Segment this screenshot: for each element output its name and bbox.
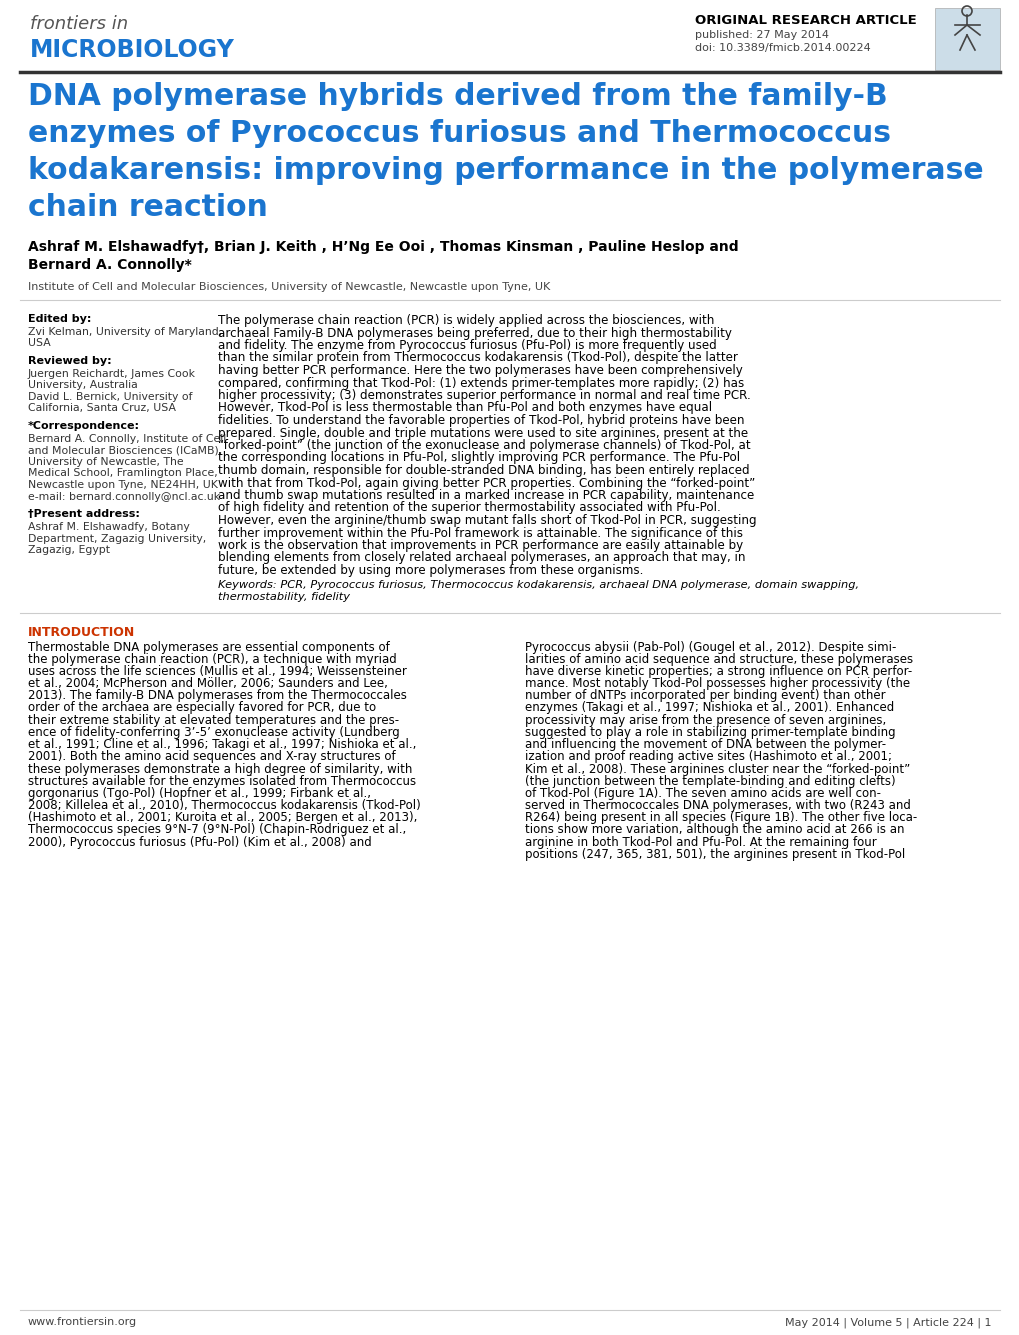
Text: ence of fidelity-conferring 3’-5’ exonuclease activity (Lundberg: ence of fidelity-conferring 3’-5’ exonuc… [28, 726, 399, 738]
Text: and influencing the movement of DNA between the polymer-: and influencing the movement of DNA betw… [525, 738, 886, 752]
Text: MICROBIOLOGY: MICROBIOLOGY [30, 37, 234, 61]
Text: thumb domain, responsible for double-stranded DNA binding, has been entirely rep: thumb domain, responsible for double-str… [218, 465, 749, 477]
Text: However, even the arginine/thumb swap mutant falls short of Tkod-Pol in PCR, sug: However, even the arginine/thumb swap mu… [218, 514, 756, 527]
Text: †Present address:: †Present address: [28, 509, 140, 519]
Text: suggested to play a role in stabilizing primer-template binding: suggested to play a role in stabilizing … [525, 726, 895, 738]
Text: et al., 1991; Cline et al., 1996; Takagi et al., 1997; Nishioka et al.,: et al., 1991; Cline et al., 1996; Takagi… [28, 738, 416, 752]
Text: prepared. Single, double and triple mutations were used to site arginines, prese: prepared. Single, double and triple muta… [218, 426, 747, 439]
Text: Edited by:: Edited by: [28, 314, 92, 324]
Text: blending elements from closely related archaeal polymerases, an approach that ma: blending elements from closely related a… [218, 551, 745, 565]
Text: Ashraf M. Elshawadfy, Botany: Ashraf M. Elshawadfy, Botany [28, 522, 190, 533]
Text: of high fidelity and retention of the superior thermostability associated with P: of high fidelity and retention of the su… [218, 502, 720, 514]
Text: Thermostable DNA polymerases are essential components of: Thermostable DNA polymerases are essenti… [28, 641, 389, 654]
Text: archaeal Family-B DNA polymerases being preferred, due to their high thermostabi: archaeal Family-B DNA polymerases being … [218, 327, 732, 339]
Text: tions show more variation, although the amino acid at 266 is an: tions show more variation, although the … [525, 824, 904, 837]
Text: 2013). The family-B DNA polymerases from the Thermococcales: 2013). The family-B DNA polymerases from… [28, 689, 407, 702]
Text: Thermococcus species 9°N-7 (9°N-Pol) (Chapin-Rodriguez et al.,: Thermococcus species 9°N-7 (9°N-Pol) (Ch… [28, 824, 406, 837]
Text: Zagazig, Egypt: Zagazig, Egypt [28, 545, 110, 555]
Text: further improvement within the Pfu-Pol framework is attainable. The significance: further improvement within the Pfu-Pol f… [218, 526, 742, 539]
Text: than the similar protein from Thermococcus kodakarensis (Tkod-Pol), despite the : than the similar protein from Thermococc… [218, 351, 737, 364]
Text: Zvi Kelman, University of Maryland,: Zvi Kelman, University of Maryland, [28, 327, 222, 336]
Text: Bernard A. Connolly*: Bernard A. Connolly* [28, 258, 192, 272]
Text: 2001). Both the amino acid sequences and X-ray structures of: 2001). Both the amino acid sequences and… [28, 750, 395, 764]
Text: Newcastle upon Tyne, NE24HH, UK: Newcastle upon Tyne, NE24HH, UK [28, 481, 218, 490]
Text: ORIGINAL RESEARCH ARTICLE: ORIGINAL RESEARCH ARTICLE [694, 13, 916, 27]
Text: “forked-point” (the junction of the exonuclease and polymerase channels) of Tkod: “forked-point” (the junction of the exon… [218, 439, 750, 453]
Text: DNA polymerase hybrids derived from the family-B: DNA polymerase hybrids derived from the … [28, 81, 887, 111]
Text: and Molecular Biosciences (ICaMB),: and Molecular Biosciences (ICaMB), [28, 446, 222, 455]
Bar [934, 8, 999, 69]
Text: larities of amino acid sequence and structure, these polymerases: larities of amino acid sequence and stru… [525, 653, 912, 666]
Text: have diverse kinetic properties; a strong influence on PCR perfor-: have diverse kinetic properties; a stron… [525, 665, 911, 678]
Text: Juergen Reichardt, James Cook: Juergen Reichardt, James Cook [28, 368, 196, 379]
Text: *Correspondence:: *Correspondence: [28, 421, 140, 431]
Text: University of Newcastle, The: University of Newcastle, The [28, 457, 183, 467]
Text: kodakarensis: improving performance in the polymerase: kodakarensis: improving performance in t… [28, 156, 982, 186]
Text: 2008; Killelea et al., 2010), Thermococcus kodakarensis (Tkod-Pol): 2008; Killelea et al., 2010), Thermococc… [28, 800, 421, 812]
Text: order of the archaea are especially favored for PCR, due to: order of the archaea are especially favo… [28, 701, 376, 714]
Text: uses across the life sciences (Mullis et al., 1994; Weissensteiner: uses across the life sciences (Mullis et… [28, 665, 407, 678]
Text: enzymes of Pyrococcus furiosus and Thermococcus: enzymes of Pyrococcus furiosus and Therm… [28, 119, 891, 148]
Text: USA: USA [28, 339, 51, 348]
Text: published: 27 May 2014: published: 27 May 2014 [694, 29, 828, 40]
Text: future, be extended by using more polymerases from these organisms.: future, be extended by using more polyme… [218, 563, 643, 577]
Text: having better PCR performance. Here the two polymerases have been comprehensivel: having better PCR performance. Here the … [218, 364, 742, 376]
Text: Ashraf M. Elshawadfy†, Brian J. Keith , H’Ng Ee Ooi , Thomas Kinsman , Pauline H: Ashraf M. Elshawadfy†, Brian J. Keith , … [28, 240, 738, 254]
Text: with that from Tkod-Pol, again giving better PCR properties. Combining the “fork: with that from Tkod-Pol, again giving be… [218, 477, 755, 490]
Text: INTRODUCTION: INTRODUCTION [28, 626, 136, 639]
Text: higher processivity; (3) demonstrates superior performance in normal and real ti: higher processivity; (3) demonstrates su… [218, 388, 750, 402]
Text: their extreme stability at elevated temperatures and the pres-: their extreme stability at elevated temp… [28, 714, 398, 726]
Text: thermostability, fidelity: thermostability, fidelity [218, 593, 350, 602]
Text: Department, Zagazig University,: Department, Zagazig University, [28, 534, 206, 543]
Text: Institute of Cell and Molecular Biosciences, University of Newcastle, Newcastle : Institute of Cell and Molecular Bioscien… [28, 282, 549, 292]
Text: gorgonarius (Tgo-Pol) (Hopfner et al., 1999; Firbank et al.,: gorgonarius (Tgo-Pol) (Hopfner et al., 1… [28, 786, 371, 800]
Text: these polymerases demonstrate a high degree of similarity, with: these polymerases demonstrate a high deg… [28, 762, 412, 776]
Text: number of dNTPs incorporated per binding event) than other: number of dNTPs incorporated per binding… [525, 689, 884, 702]
Text: However, Tkod-Pol is less thermostable than Pfu-Pol and both enzymes have equal: However, Tkod-Pol is less thermostable t… [218, 402, 711, 414]
Text: Reviewed by:: Reviewed by: [28, 356, 111, 366]
Text: served in Thermococcales DNA polymerases, with two (R243 and: served in Thermococcales DNA polymerases… [525, 800, 910, 812]
Text: of Tkod-Pol (Figure 1A). The seven amino acids are well con-: of Tkod-Pol (Figure 1A). The seven amino… [525, 786, 880, 800]
Text: structures available for the enzymes isolated from Thermococcus: structures available for the enzymes iso… [28, 774, 416, 788]
Text: ization and proof reading active sites (Hashimoto et al., 2001;: ization and proof reading active sites (… [525, 750, 892, 764]
Text: David L. Bernick, University of: David L. Bernick, University of [28, 392, 193, 402]
Text: California, Santa Cruz, USA: California, Santa Cruz, USA [28, 403, 176, 414]
Text: Kim et al., 2008). These arginines cluster near the “forked-point”: Kim et al., 2008). These arginines clust… [525, 762, 909, 776]
Text: and thumb swap mutations resulted in a marked increase in PCR capability, mainte: and thumb swap mutations resulted in a m… [218, 489, 753, 502]
Text: arginine in both Tkod-Pol and Pfu-Pol. At the remaining four: arginine in both Tkod-Pol and Pfu-Pol. A… [525, 836, 876, 849]
Text: University, Australia: University, Australia [28, 380, 138, 391]
Text: compared, confirming that Tkod-Pol: (1) extends primer-templates more rapidly; (: compared, confirming that Tkod-Pol: (1) … [218, 376, 744, 390]
Text: R264) being present in all species (Figure 1B). The other five loca-: R264) being present in all species (Figu… [525, 812, 916, 824]
Text: enzymes (Takagi et al., 1997; Nishioka et al., 2001). Enhanced: enzymes (Takagi et al., 1997; Nishioka e… [525, 701, 894, 714]
Text: frontiers in: frontiers in [30, 15, 128, 33]
Text: work is the observation that improvements in PCR performance are easily attainab: work is the observation that improvement… [218, 539, 743, 551]
Text: processivity may arise from the presence of seven arginines,: processivity may arise from the presence… [525, 714, 886, 726]
Text: Bernard A. Connolly, Institute of Cell: Bernard A. Connolly, Institute of Cell [28, 434, 226, 445]
Text: positions (247, 365, 381, 501), the arginines present in Tkod-Pol: positions (247, 365, 381, 501), the argi… [525, 848, 905, 861]
Text: doi: 10.3389/fmicb.2014.00224: doi: 10.3389/fmicb.2014.00224 [694, 43, 870, 53]
Text: 2000), Pyrococcus furiosus (Pfu-Pol) (Kim et al., 2008) and: 2000), Pyrococcus furiosus (Pfu-Pol) (Ki… [28, 836, 371, 849]
Text: Keywords: PCR, Pyrococcus furiosus, Thermococcus kodakarensis, archaeal DNA poly: Keywords: PCR, Pyrococcus furiosus, Ther… [218, 581, 858, 590]
Text: e-mail: bernard.connolly@ncl.ac.uk: e-mail: bernard.connolly@ncl.ac.uk [28, 491, 220, 502]
Text: mance. Most notably Tkod-Pol possesses higher processivity (the: mance. Most notably Tkod-Pol possesses h… [525, 677, 909, 690]
Text: chain reaction: chain reaction [28, 194, 268, 222]
Text: fidelities. To understand the favorable properties of Tkod-Pol, hybrid proteins : fidelities. To understand the favorable … [218, 414, 744, 427]
Text: www.frontiersin.org: www.frontiersin.org [28, 1318, 137, 1327]
Text: et al., 2004; McPherson and Möller, 2006; Saunders and Lee,: et al., 2004; McPherson and Möller, 2006… [28, 677, 387, 690]
Text: (Hashimoto et al., 2001; Kuroita et al., 2005; Bergen et al., 2013),: (Hashimoto et al., 2001; Kuroita et al.,… [28, 812, 417, 824]
Text: (the junction between the template-binding and editing clefts): (the junction between the template-bindi… [525, 774, 895, 788]
Text: The polymerase chain reaction (PCR) is widely applied across the biosciences, wi: The polymerase chain reaction (PCR) is w… [218, 314, 713, 327]
Text: Medical School, Framlington Place,: Medical School, Framlington Place, [28, 469, 217, 478]
Text: May 2014 | Volume 5 | Article 224 | 1: May 2014 | Volume 5 | Article 224 | 1 [785, 1318, 991, 1327]
Text: the corresponding locations in Pfu-Pol, slightly improving PCR performance. The : the corresponding locations in Pfu-Pol, … [218, 451, 740, 465]
Text: Pyrococcus abysii (Pab-Pol) (Gougel et al., 2012). Despite simi-: Pyrococcus abysii (Pab-Pol) (Gougel et a… [525, 641, 896, 654]
Text: the polymerase chain reaction (PCR), a technique with myriad: the polymerase chain reaction (PCR), a t… [28, 653, 396, 666]
Text: and fidelity. The enzyme from Pyrococcus furiosus (Pfu-Pol) is more frequently u: and fidelity. The enzyme from Pyrococcus… [218, 339, 716, 352]
